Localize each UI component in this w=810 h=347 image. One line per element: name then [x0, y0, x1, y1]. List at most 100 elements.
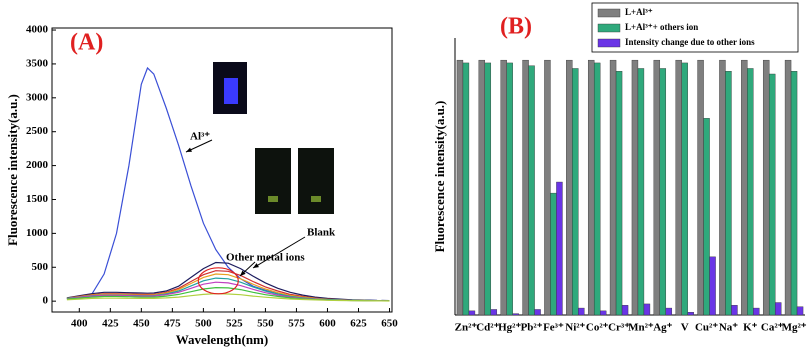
- y-tick-label: 1000: [26, 227, 49, 239]
- bar: [643, 303, 651, 316]
- highlight-circle: [197, 267, 239, 295]
- bar: [753, 307, 760, 316]
- x-tick-label: Cd²⁺: [476, 322, 499, 334]
- x-tick-label: Cr³⁺: [608, 322, 630, 334]
- y-axis-title: Fluorescence intensity(a.u.): [432, 101, 447, 253]
- arrow-head: [186, 147, 192, 152]
- bar: [709, 256, 716, 316]
- bar: [456, 59, 464, 316]
- bar: [572, 68, 579, 316]
- annotation: Blank: [307, 227, 336, 239]
- photo-glow: [224, 78, 238, 104]
- x-tick-label: 400: [71, 318, 88, 330]
- photo: [255, 148, 291, 214]
- x-tick-label: Na⁺: [719, 322, 738, 334]
- bar: [665, 307, 673, 316]
- legend-swatch: [597, 23, 621, 33]
- x-tick-label: 450: [133, 318, 150, 330]
- bar: [587, 59, 595, 316]
- y-tick-label: 0: [43, 295, 49, 307]
- x-tick-label: 600: [319, 318, 336, 330]
- y-tick-label: 3000: [26, 91, 49, 103]
- x-tick-label: Ag⁺: [653, 322, 672, 334]
- x-tick-label: Zn²⁺: [455, 322, 478, 334]
- bar: [462, 62, 470, 316]
- arrow: [252, 236, 306, 269]
- y-tick-label: 1500: [26, 193, 49, 205]
- bar: [500, 59, 507, 316]
- bar: [522, 59, 529, 316]
- x-tick-label: 625: [350, 318, 367, 330]
- spectrum-line: [66, 277, 390, 302]
- bar: [556, 181, 563, 316]
- legend-label: Intensity change due to other ions: [625, 37, 755, 47]
- x-tick-label: 525: [226, 318, 243, 330]
- bar: [747, 68, 754, 316]
- y-tick-label: 2000: [26, 159, 49, 171]
- bar: [615, 71, 623, 316]
- x-tick-label: 575: [288, 318, 305, 330]
- x-tick-label: Ca²⁺: [761, 322, 784, 334]
- arrow-head: [253, 263, 259, 268]
- bar: [637, 68, 645, 316]
- bar: [578, 307, 585, 316]
- bar: [703, 118, 710, 316]
- x-tick-label: 550: [257, 318, 274, 330]
- y-tick-label: 3500: [26, 57, 49, 69]
- x-tick-label: 650: [381, 318, 398, 330]
- legend-label: L+Al³⁺: [625, 7, 653, 17]
- bar: [506, 62, 513, 316]
- bar: [609, 59, 617, 316]
- x-tick-label: 425: [102, 318, 119, 330]
- bar: [675, 59, 682, 316]
- x-tick-label: Mn²⁺: [628, 322, 654, 334]
- bar: [478, 59, 486, 316]
- panel-label: (B): [500, 14, 532, 40]
- bar: [550, 192, 557, 316]
- annotation: Other metal ions: [226, 252, 305, 264]
- bar: [687, 312, 694, 316]
- bar: [719, 59, 726, 316]
- bar: [731, 305, 738, 316]
- x-tick-label: V: [681, 322, 689, 334]
- panel-label: (A): [70, 30, 103, 56]
- x-axis-title: Wavelength(nm): [176, 332, 268, 347]
- bar: [681, 62, 688, 316]
- bar: [762, 59, 770, 316]
- bar: [774, 302, 782, 316]
- x-tick-label: 500: [195, 318, 212, 330]
- y-axis-title: Fluorescence intensity(a.u.): [5, 94, 20, 246]
- bar: [468, 310, 476, 316]
- legend-swatch: [597, 8, 621, 18]
- bar: [566, 59, 573, 316]
- bar: [593, 62, 601, 316]
- y-tick-label: 500: [32, 261, 49, 273]
- bar: [512, 313, 519, 316]
- bar: [544, 59, 551, 316]
- bar: [697, 59, 704, 316]
- bar: [725, 71, 732, 316]
- arrow-head: [240, 270, 246, 276]
- bar: [741, 59, 748, 316]
- photo: [298, 148, 334, 214]
- x-tick-label: 475: [164, 318, 181, 330]
- plot-frame: [51, 27, 393, 313]
- x-tick-label: Co²⁺: [586, 322, 609, 334]
- photo-glow: [311, 196, 321, 202]
- photo-glow: [268, 196, 278, 202]
- bar: [621, 305, 629, 316]
- x-tick-label: Cu²⁺: [695, 322, 718, 334]
- x-tick-label: Ni²⁺: [565, 322, 585, 334]
- bar: [796, 306, 804, 316]
- bar: [768, 73, 776, 316]
- x-tick-label: Pb²⁺: [521, 322, 543, 334]
- bar: [790, 71, 798, 316]
- bar: [631, 59, 639, 316]
- spectrum-line: [66, 261, 390, 302]
- x-tick-label: Fe³⁺: [543, 322, 564, 334]
- y-tick-label: 2500: [26, 125, 49, 137]
- bar: [653, 59, 661, 316]
- bar: [528, 65, 535, 316]
